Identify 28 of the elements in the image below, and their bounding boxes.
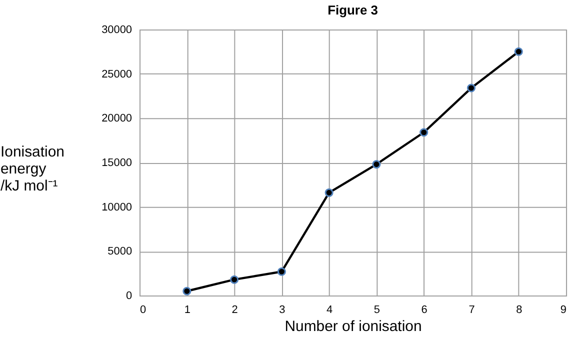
x-tick-label: 4: [326, 304, 333, 316]
x-axis-title: Number of ionisation: [284, 318, 422, 335]
y-tick-label: 0: [126, 290, 132, 302]
y-tick-label: 30000: [102, 24, 132, 36]
y-tick-label: 20000: [102, 112, 132, 125]
point: [466, 84, 476, 92]
x-tick-label: 0: [140, 304, 146, 316]
y-axis-title: Ionisation energy /kJ mol⁻¹: [0, 144, 64, 194]
y-tick-label: 15000: [102, 157, 132, 170]
point: [514, 47, 523, 56]
chart-title: Figure 3: [328, 2, 378, 18]
y-tick-label: 5000: [108, 246, 132, 258]
y-tick-label: 25000: [102, 68, 132, 80]
x-tick-label: 8: [516, 304, 522, 316]
point: [372, 160, 381, 169]
y-tick-label: 10000: [102, 201, 132, 214]
x-tick-label: 1: [184, 304, 190, 316]
point: [420, 128, 428, 137]
x-tick-label: 3: [279, 304, 286, 316]
x-tick-label: 5: [374, 304, 380, 316]
point: [324, 188, 334, 197]
point: [182, 286, 192, 296]
point: [230, 275, 239, 284]
x-tick-label: 2: [232, 304, 238, 316]
x-tick-label: 6: [421, 304, 428, 316]
x-tick-label: 7: [468, 304, 475, 316]
x-tick-label: 9: [560, 304, 567, 316]
point: [277, 267, 286, 276]
